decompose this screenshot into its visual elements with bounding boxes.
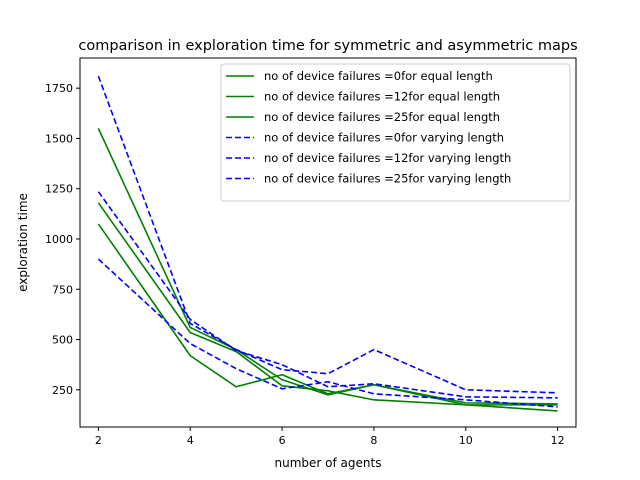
legend-label: no of device failures =25for equal lengt…: [264, 110, 500, 124]
x-tick-label: 12: [551, 434, 565, 447]
series-line-3: [97, 128, 558, 405]
x-tick-label: 8: [370, 434, 377, 447]
series-line-2: [97, 202, 558, 412]
series-line-1: [97, 223, 558, 406]
legend-label: no of device failures =0for equal length: [264, 69, 493, 83]
plot-frame: [79, 57, 577, 428]
series-line-4: [97, 258, 558, 408]
y-axis-ticks: 250 500 750 1000 1250 1500 1750: [45, 82, 80, 397]
series-layer: [97, 75, 558, 412]
legend-label: no of device failures =25for varying len…: [264, 172, 511, 186]
x-tick-label: 2: [95, 434, 102, 447]
legend-box: [220, 63, 571, 202]
x-axis-label: number of agents: [275, 456, 382, 470]
series-line-6: [97, 75, 558, 394]
y-tick-label: 750: [52, 283, 73, 296]
series-line-5: [97, 191, 558, 399]
legend-label: no of device failures =12for varying len…: [264, 151, 511, 165]
y-tick-label: 1250: [45, 183, 73, 196]
y-tick-label: 1500: [45, 132, 73, 145]
y-tick-label: 1750: [45, 82, 73, 95]
legend-label: no of device failures =0for varying leng…: [264, 131, 504, 145]
x-tick-label: 4: [187, 434, 194, 447]
legend: no of device failures =0for equal length…: [220, 63, 571, 202]
y-tick-label: 250: [52, 384, 73, 397]
x-tick-label: 10: [459, 434, 473, 447]
y-tick-label: 1000: [45, 233, 73, 246]
chart-title: comparison in exploration time for symme…: [78, 38, 577, 54]
y-tick-label: 500: [52, 334, 73, 347]
x-axis-ticks: 2 4 6 8 10 12: [95, 427, 565, 447]
legend-label: no of device failures =12for equal lengt…: [264, 90, 500, 104]
x-tick-label: 6: [279, 434, 286, 447]
y-axis-label: exploration time: [16, 193, 30, 292]
